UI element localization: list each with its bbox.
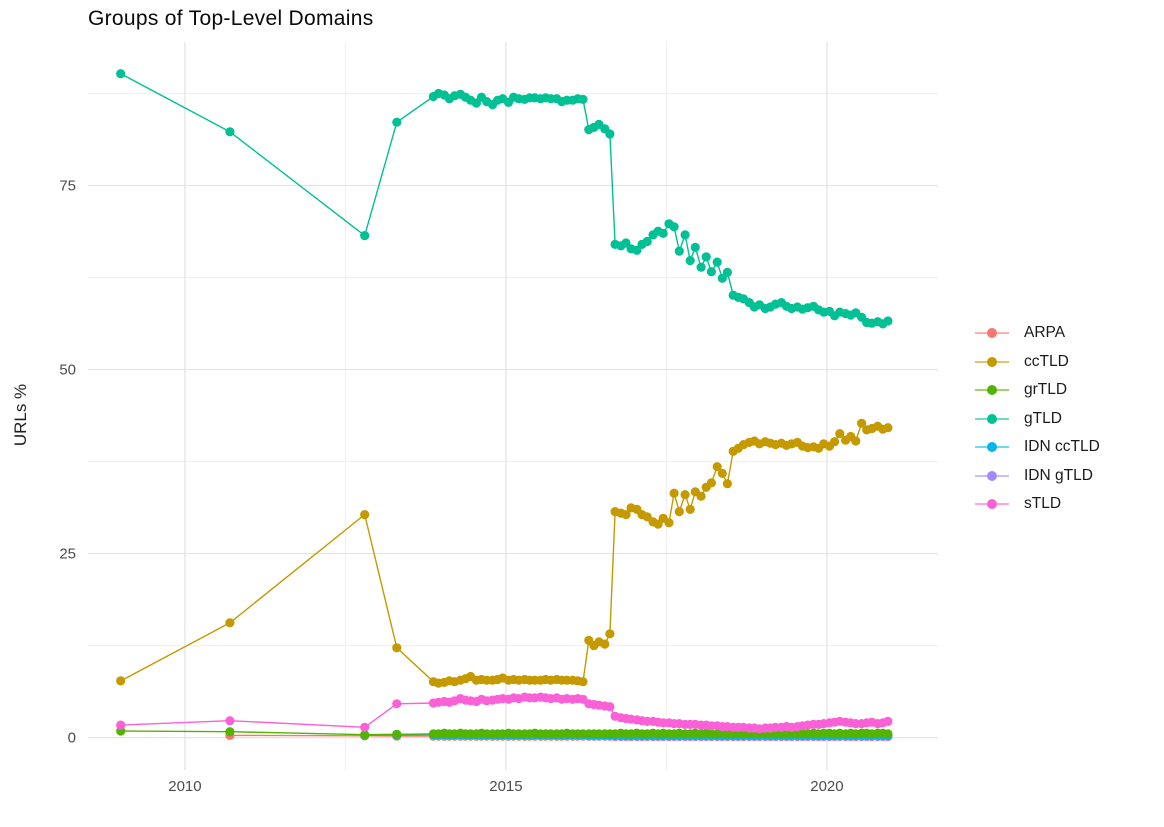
data-point-cctld	[664, 518, 674, 528]
legend-item-grtld: grTLD	[975, 376, 1100, 405]
legend-item-idn-cctld: IDN ccTLD	[975, 433, 1100, 462]
data-point-cctld	[717, 468, 727, 478]
data-point-cctld	[722, 479, 733, 489]
legend-key-icon	[975, 328, 1009, 339]
data-point-grtld	[392, 729, 402, 739]
data-point-gtld	[712, 257, 722, 267]
legend-item-stld: sTLD	[975, 490, 1100, 519]
data-point-cctld	[883, 423, 893, 433]
data-point-gtld	[392, 117, 402, 127]
data-point-gtld	[883, 316, 893, 326]
data-point-cctld	[706, 478, 717, 488]
data-point-gtld	[706, 267, 717, 277]
x-tick-label: 2015	[489, 778, 522, 795]
y-tick-label: 0	[68, 730, 76, 747]
data-point-grtld	[225, 727, 235, 737]
legend-key-icon	[975, 499, 1009, 510]
data-point-gtld	[116, 69, 126, 79]
x-tick-label: 2020	[810, 778, 843, 795]
legend-label: sTLD	[1024, 495, 1062, 513]
data-point-cctld	[578, 677, 588, 687]
legend-key-icon	[975, 413, 1009, 424]
data-point-cctld	[621, 509, 631, 520]
data-point-gtld	[669, 222, 679, 232]
chart-title: Groups of Top-Level Domains	[88, 7, 374, 30]
y-tick-label: 25	[59, 546, 76, 563]
legend-label: ccTLD	[1024, 352, 1069, 370]
data-point-gtld	[685, 256, 695, 266]
legend-item-gtld: gTLD	[975, 405, 1100, 434]
y-tick-label: 50	[59, 362, 76, 379]
data-point-grtld	[883, 729, 893, 739]
data-point-cctld	[680, 490, 690, 500]
series-points-gtld	[116, 69, 893, 329]
legend-item-arpa: ARPA	[975, 319, 1100, 348]
series-line-gtld	[120, 73, 889, 325]
legend-item-idn-gtld: IDN gTLD	[975, 462, 1100, 491]
series-points-cctld	[116, 418, 893, 688]
data-point-stld	[225, 716, 235, 726]
data-point-gtld	[658, 228, 668, 238]
data-point-gtld	[225, 127, 235, 137]
data-point-cctld	[835, 429, 845, 439]
data-point-gtld	[578, 94, 588, 104]
data-point-gtld	[696, 262, 706, 272]
data-point-cctld	[674, 507, 684, 517]
legend-label: ARPA	[1024, 324, 1066, 342]
legend-label: gTLD	[1024, 409, 1062, 427]
x-tick-label: 2010	[168, 778, 201, 795]
data-point-gtld	[680, 230, 690, 240]
data-point-cctld	[851, 436, 861, 446]
data-point-gtld	[642, 236, 652, 247]
legend-key-icon	[975, 470, 1009, 481]
legend-item-cctld: ccTLD	[975, 348, 1100, 377]
data-point-gtld	[701, 252, 711, 262]
legend-label: IDN ccTLD	[1024, 438, 1100, 456]
data-point-cctld	[857, 418, 867, 428]
y-tick-label: 75	[59, 178, 76, 195]
legend-key-icon	[975, 385, 1009, 396]
data-point-cctld	[600, 639, 610, 649]
data-point-gtld	[605, 129, 615, 139]
data-point-cctld	[696, 491, 706, 501]
legend-key-icon	[975, 442, 1009, 453]
series-points-grtld	[116, 726, 893, 740]
data-point-stld	[360, 722, 370, 732]
data-point-gtld	[360, 231, 370, 241]
data-point-gtld	[674, 246, 684, 256]
data-point-cctld	[392, 643, 402, 653]
series-points-stld	[116, 692, 893, 734]
data-point-cctld	[712, 462, 722, 472]
legend-label: IDN gTLD	[1024, 466, 1093, 484]
data-point-gtld	[690, 242, 700, 252]
data-point-stld	[883, 716, 893, 727]
data-point-cctld	[225, 618, 235, 628]
data-point-cctld	[360, 509, 370, 520]
data-point-cctld	[669, 488, 679, 498]
data-point-grtld	[360, 730, 370, 740]
data-point-cctld	[830, 437, 840, 447]
data-point-stld	[392, 699, 402, 709]
data-point-cctld	[685, 504, 695, 514]
data-point-gtld	[722, 267, 733, 277]
legend-label: grTLD	[1024, 381, 1068, 399]
legend: ARPA ccTLD grTLD gTLD IDN ccTLD IDN gTLD sTLD	[975, 319, 1100, 519]
legend-key-icon	[975, 356, 1009, 367]
data-point-cctld	[116, 676, 126, 686]
data-point-cctld	[605, 629, 615, 639]
data-point-stld	[116, 720, 126, 730]
data-point-stld	[605, 702, 615, 712]
